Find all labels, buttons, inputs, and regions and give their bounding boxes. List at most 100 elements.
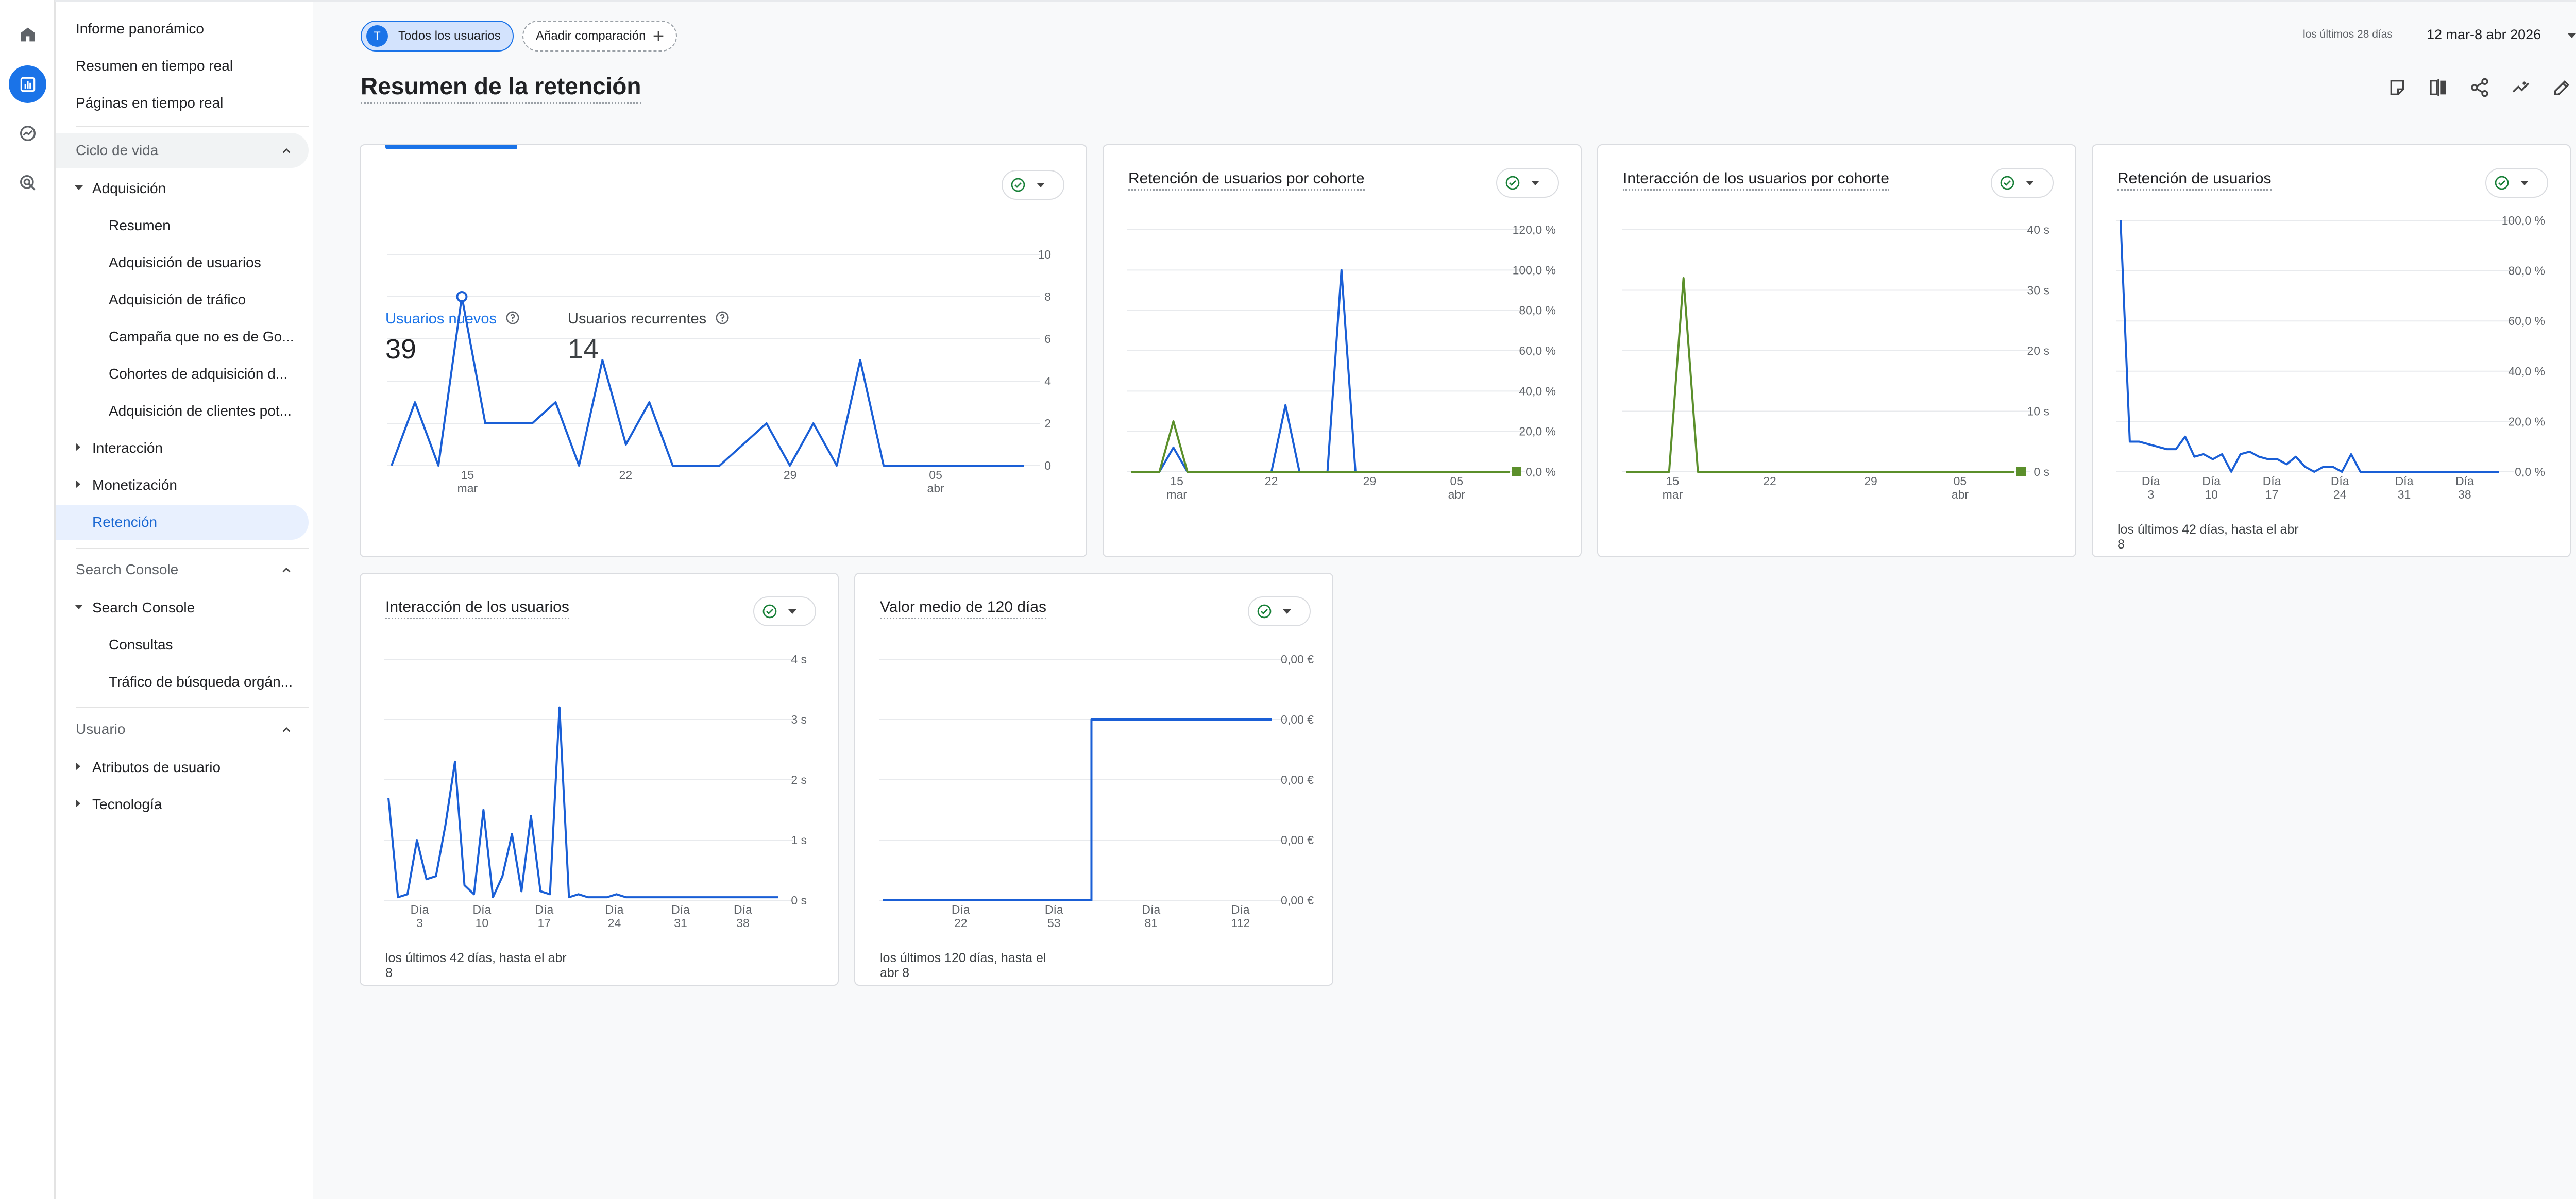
nav-group-engagement-label: Interacción bbox=[92, 440, 163, 456]
compare-icon[interactable] bbox=[2426, 75, 2451, 100]
card-cohort-engagement: Interacción de los usuarios por cohorte … bbox=[1597, 144, 2076, 557]
nav-non-google-campaign[interactable]: Campaña que no es de Go... bbox=[109, 329, 294, 345]
caret-right-icon bbox=[76, 480, 80, 488]
y-tick-label: 20,0 % bbox=[1519, 425, 1556, 438]
x-tick-label: Día 24 bbox=[2331, 474, 2349, 501]
nav-group-technology[interactable]: Tecnología bbox=[76, 796, 162, 813]
y-tick-label: 60,0 % bbox=[1519, 344, 1556, 357]
y-tick-label: 0,0 % bbox=[2515, 465, 2545, 478]
metric-new-users-text: Usuarios nuevos bbox=[385, 311, 497, 327]
y-tick-label: 0,00 € bbox=[1281, 894, 1314, 907]
help-icon[interactable] bbox=[505, 310, 520, 326]
card-title[interactable]: Interacción de los usuarios por cohorte bbox=[1623, 170, 1889, 191]
nav-divider bbox=[76, 548, 309, 549]
insights-trend-icon[interactable] bbox=[2508, 75, 2534, 100]
caret-down-icon bbox=[2520, 180, 2529, 185]
nav-realtime-pages[interactable]: Páginas en tiempo real bbox=[76, 95, 224, 111]
x-tick-label: Día 22 bbox=[952, 903, 970, 930]
insights-icon[interactable] bbox=[2384, 75, 2410, 100]
nav-queries[interactable]: Consultas bbox=[109, 637, 173, 653]
series-marker[interactable] bbox=[456, 291, 468, 302]
card-new-vs-returning-users: Usuarios nuevos 39 Usuarios recurrentes … bbox=[360, 144, 1087, 557]
plus-icon bbox=[653, 31, 664, 41]
nav-group-user-attributes[interactable]: Atributos de usuario bbox=[76, 759, 221, 776]
metric-returning-users-label[interactable]: Usuarios recurrentes bbox=[568, 310, 730, 328]
cohort-retention-line-chart: 120,0 % 100,0 % 80,0 % 60,0 % 40,0 % 20,0 % 0,… bbox=[1127, 223, 1556, 501]
caret-right-icon bbox=[76, 443, 80, 451]
nav-acquisition-cohorts[interactable]: Cohortes de adquisición d... bbox=[109, 366, 288, 382]
nav-group-search-console-label: Search Console bbox=[92, 599, 195, 615]
nav-group-acquisition[interactable]: Adquisición bbox=[75, 180, 166, 197]
card-caption: los últimos 120 días, hasta el abr 8 bbox=[880, 951, 1046, 980]
nav-section-search-console[interactable]: Search Console bbox=[76, 552, 309, 587]
x-tick-label: Día 3 bbox=[411, 903, 429, 930]
data-quality-status-button[interactable] bbox=[1496, 168, 1559, 198]
data-quality-status-button[interactable] bbox=[753, 596, 816, 626]
nav-section-search-console-label: Search Console bbox=[76, 561, 179, 577]
nav-user-acquisition[interactable]: Adquisición de usuarios bbox=[109, 254, 261, 270]
nav-section-user[interactable]: Usuario bbox=[76, 712, 309, 747]
y-tick-label: 2 bbox=[1044, 417, 1051, 430]
card-title[interactable]: Retención de usuarios por cohorte bbox=[1128, 170, 1365, 191]
series-line bbox=[387, 706, 778, 899]
app-rail bbox=[0, 0, 55, 1199]
nav-lead-acquisition[interactable]: Adquisición de clientes pot... bbox=[109, 403, 292, 419]
data-quality-status-button[interactable] bbox=[1002, 170, 1064, 200]
card-title[interactable]: Interacción de los usuarios bbox=[385, 598, 569, 619]
data-quality-status-button[interactable] bbox=[1248, 596, 1311, 626]
metric-new-users-label[interactable]: Usuarios nuevos bbox=[385, 310, 520, 328]
ltv-line-chart: 0,00 € 0,00 € 0,00 € 0,00 € 0,00 € Día 22 Día 53… bbox=[879, 653, 1314, 930]
check-circle-icon bbox=[762, 604, 777, 619]
chevron-up-icon bbox=[282, 727, 291, 732]
y-tick-label: 30 s bbox=[2027, 284, 2049, 297]
nav-acquisition-overview[interactable]: Resumen bbox=[109, 217, 171, 233]
nav-retention[interactable]: Retención bbox=[55, 505, 309, 540]
advertising-icon[interactable] bbox=[9, 164, 46, 201]
x-tick-label: 15 mar bbox=[1166, 474, 1187, 501]
caret-down-icon bbox=[2026, 180, 2034, 185]
nav-group-monetization[interactable]: Monetización bbox=[76, 477, 177, 493]
card-title[interactable]: Valor medio de 120 días bbox=[880, 598, 1046, 619]
nav-overview[interactable]: Informe panorámico bbox=[76, 21, 205, 37]
chip-users-label: Todos los usuarios bbox=[398, 29, 501, 43]
data-quality-status-button[interactable] bbox=[2485, 168, 2548, 198]
user-engagement-line-chart: 4 s 3 s 2 s 1 s 0 s Día 3 Día 10 Día 17 Día 24 Día 31 D… bbox=[384, 653, 807, 930]
date-range-label: los últimos 28 días bbox=[2303, 28, 2393, 40]
data-quality-status-button[interactable] bbox=[1991, 168, 2054, 198]
reports-icon[interactable] bbox=[9, 65, 46, 103]
nav-group-search-console[interactable]: Search Console bbox=[75, 599, 195, 616]
nav-section-user-label: Usuario bbox=[76, 721, 126, 737]
nav-traffic-acquisition[interactable]: Adquisición de tráfico bbox=[109, 292, 246, 307]
add-comparison-button[interactable]: Añadir comparación bbox=[522, 21, 677, 52]
home-icon[interactable] bbox=[9, 15, 46, 53]
y-tick-label: 4 s bbox=[791, 653, 807, 666]
nav-section-lifecycle[interactable]: Ciclo de vida bbox=[55, 133, 309, 168]
check-circle-icon bbox=[2495, 176, 2509, 190]
users-line-chart: 10 8 6 4 2 0 15 mar 22 29 05 abr bbox=[387, 248, 1051, 495]
help-icon[interactable] bbox=[715, 310, 730, 326]
x-tick-label: Día 31 bbox=[2395, 474, 2414, 501]
page-title: Resumen de la retención bbox=[361, 72, 641, 104]
y-tick-label: 6 bbox=[1044, 332, 1051, 346]
comparison-chip-all-users[interactable]: T Todos los usuarios bbox=[361, 21, 514, 52]
x-tick-label: Día 31 bbox=[671, 903, 690, 930]
caret-down-icon bbox=[75, 605, 83, 609]
caret-down-icon bbox=[1283, 609, 1291, 614]
caret-down-icon[interactable] bbox=[2567, 32, 2576, 40]
explore-icon[interactable] bbox=[9, 114, 46, 152]
card-title[interactable]: Retención de usuarios bbox=[2117, 170, 2272, 191]
nav-realtime-overview[interactable]: Resumen en tiempo real bbox=[76, 58, 233, 74]
nav-group-engagement[interactable]: Interacción bbox=[76, 440, 163, 456]
x-tick-label: 05 abr bbox=[1952, 474, 1969, 501]
share-icon[interactable] bbox=[2467, 75, 2493, 100]
y-tick-label: 40 s bbox=[2027, 223, 2049, 236]
caret-right-icon bbox=[76, 762, 80, 770]
nav-group-technology-label: Tecnología bbox=[92, 796, 162, 812]
edit-icon[interactable] bbox=[2549, 75, 2575, 100]
nav-retention-label: Retención bbox=[92, 514, 158, 530]
x-tick-label: 15 mar bbox=[457, 468, 478, 495]
y-tick-label: 0 bbox=[1044, 459, 1051, 472]
nav-organic-search-traffic[interactable]: Tráfico de búsqueda orgán... bbox=[109, 674, 293, 690]
date-range-picker[interactable]: 12 mar-8 abr 2026 bbox=[2427, 27, 2541, 42]
nav-group-acquisition-label: Adquisición bbox=[92, 180, 166, 196]
